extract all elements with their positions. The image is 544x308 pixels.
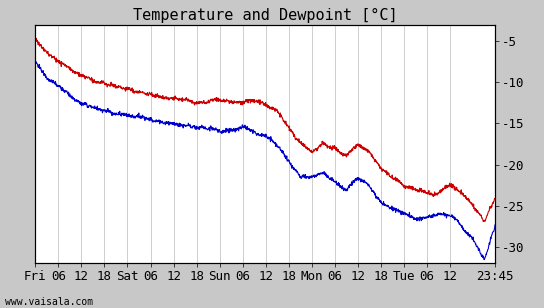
Text: www.vaisala.com: www.vaisala.com — [5, 297, 94, 307]
Title: Temperature and Dewpoint [°C]: Temperature and Dewpoint [°C] — [133, 8, 398, 23]
